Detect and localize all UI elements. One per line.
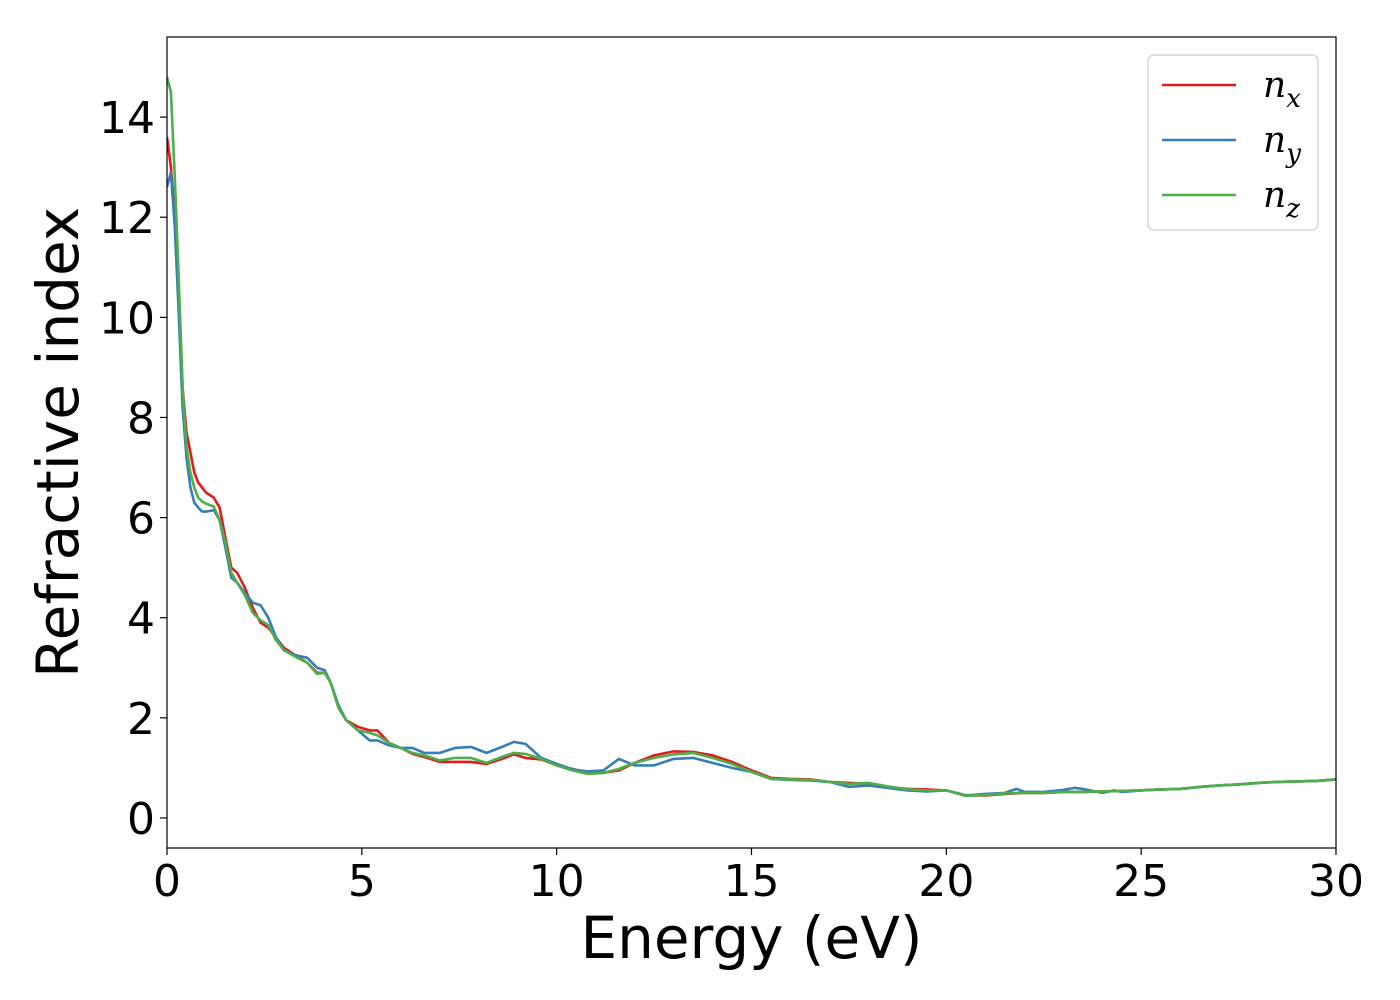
y-tick-label: 14 xyxy=(99,93,155,144)
x-tick-label: 25 xyxy=(1113,856,1169,907)
y-axis: 0 2 4 6 8 10 12 14 xyxy=(99,93,167,845)
legend-label-z: nz xyxy=(1263,175,1300,224)
y-tick-label: 6 xyxy=(127,494,155,545)
legend-label-subscript: x xyxy=(1286,84,1301,114)
y-tick-label: 10 xyxy=(99,293,155,344)
legend-label-y: ny xyxy=(1263,120,1301,169)
legend-label-subscript: z xyxy=(1285,194,1300,224)
y-tick-label: 2 xyxy=(127,694,155,745)
y-tick-label: 12 xyxy=(99,193,155,244)
legend-label-base: n xyxy=(1263,175,1286,216)
x-tick-label: 20 xyxy=(918,856,974,907)
legend-label-subscript: y xyxy=(1285,139,1301,169)
legend-label-x: nx xyxy=(1263,65,1301,114)
y-tick-label: 0 xyxy=(127,794,155,845)
legend-box xyxy=(1147,54,1319,231)
x-tick-label: 5 xyxy=(348,856,376,907)
x-axis: 0 5 10 15 20 25 30 xyxy=(153,848,1364,907)
x-axis-label: Energy (eV) xyxy=(580,904,922,972)
x-tick-label: 10 xyxy=(529,856,585,907)
legend-label-base: n xyxy=(1263,65,1286,106)
x-tick-label: 30 xyxy=(1308,856,1364,907)
legend-label-base: n xyxy=(1263,120,1286,161)
y-tick-label: 4 xyxy=(127,594,155,645)
y-axis-label: Refractive index xyxy=(24,207,92,678)
y-tick-label: 8 xyxy=(127,393,155,444)
series-line-z xyxy=(167,76,1336,798)
x-tick-label: 15 xyxy=(724,856,780,907)
series-layer xyxy=(167,76,1336,798)
x-tick-label: 0 xyxy=(153,856,181,907)
